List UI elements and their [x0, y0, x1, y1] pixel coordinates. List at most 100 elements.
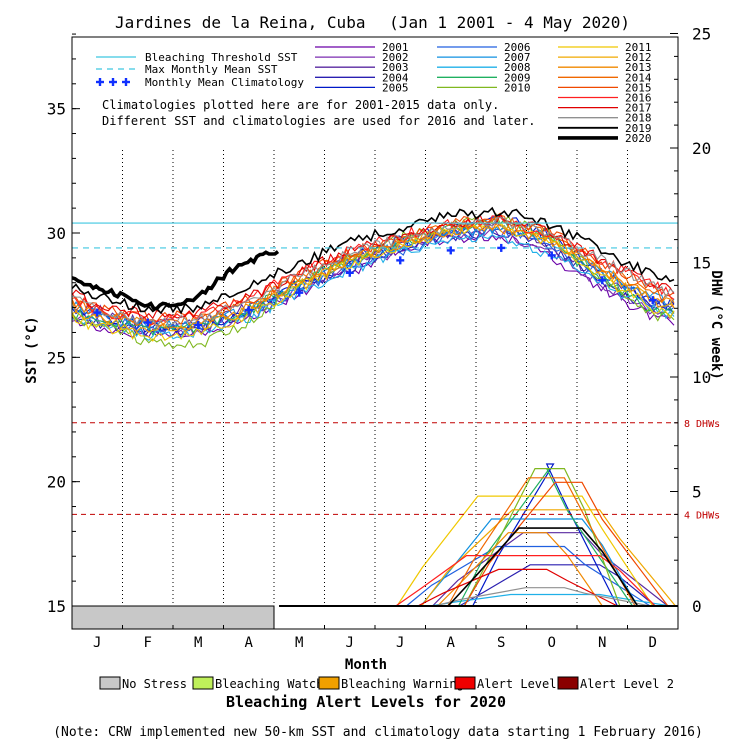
dhw-line-2006	[406, 545, 651, 607]
legend-year-label: 2014	[625, 71, 652, 84]
climatology-marker	[598, 276, 607, 285]
sst-line-2011	[71, 221, 675, 342]
chart-date-range: (Jan 1 2001 - 4 May 2020)	[389, 13, 630, 32]
grid-layer	[122, 150, 628, 606]
legend-clim-label: Monthly Mean Climatology	[145, 76, 304, 89]
alert-legend-label: Bleaching Warning	[341, 677, 464, 691]
dhw-line-2011	[396, 495, 654, 607]
dhw-line-2019	[447, 527, 639, 607]
sst-lines-layer	[71, 206, 675, 350]
reference-lines-layer: 8 DHWs 4 DHWs	[72, 222, 720, 521]
sst-tick-label: 15	[47, 597, 66, 616]
legend-year-label: 2006	[504, 41, 531, 54]
dhw-line-2016	[395, 554, 656, 607]
alert-legend-swatch	[192, 676, 214, 690]
alert-legend-swatch	[557, 676, 579, 690]
x-axis-label: Month	[345, 657, 387, 673]
dhw-line-2007	[420, 518, 639, 607]
month-tick-label: A	[447, 635, 456, 651]
climatology-marker	[295, 288, 304, 297]
legend-year-label: 2011	[625, 41, 652, 54]
dhw-line-2018	[434, 587, 651, 607]
sst-tick-label: 20	[47, 473, 66, 492]
sst-line-2019	[71, 206, 675, 315]
alert-legend-label: Bleaching Watch	[215, 677, 323, 691]
sst-line-2012	[71, 222, 675, 333]
climatology-marker	[547, 251, 556, 260]
dhw-line-2004	[459, 564, 656, 607]
legend-year-label: 2005	[382, 81, 409, 94]
alert-levels-title: Bleaching Alert Levels for 2020	[226, 693, 506, 711]
legend-year-label: 2015	[625, 81, 652, 94]
axis-layer: 15 20 25 30 35 0 5 10 15 20 25 J F M A M J J A S O N D	[47, 25, 712, 652]
sst-line-2018	[71, 216, 675, 329]
legend-year-label: 2004	[382, 71, 409, 84]
alert-legend-swatch	[318, 676, 340, 690]
legend-year-label: 2016	[625, 92, 652, 105]
dhw-threshold-label: 8 DHWs	[684, 419, 720, 430]
dhw-tick-label: 10	[692, 368, 711, 387]
climatology-markers-layer	[93, 243, 657, 330]
alert-legend-label: Alert Level 2	[580, 677, 674, 691]
legend-year-label: 2012	[625, 51, 652, 64]
month-tick-label: A	[245, 635, 254, 651]
sst-line-2006	[71, 225, 675, 333]
month-tick-label: S	[497, 635, 505, 651]
sst-tick-label: 30	[47, 224, 66, 243]
sst-tick-label: 25	[47, 348, 66, 367]
legend-year-label: 2008	[504, 61, 531, 74]
legend-year-label: 2009	[504, 71, 531, 84]
legend-year-label: 2003	[382, 61, 409, 74]
dhw-line-2015	[463, 481, 669, 607]
legend-mmm-label: Max Monthly Mean SST	[145, 63, 278, 76]
climatology-marker	[93, 308, 102, 317]
alert-legend-swatch	[454, 676, 476, 690]
climatology-marker	[143, 318, 152, 327]
dhw-tick-label: 20	[692, 139, 711, 158]
legend-year-label: 2020	[625, 132, 652, 145]
legend-note-line: Climatologies plotted here are for 2001-…	[102, 98, 499, 112]
sst-line-2008	[71, 234, 675, 341]
climatology-marker	[244, 306, 253, 315]
legend-year-label: 2013	[625, 61, 652, 74]
climatology-marker	[345, 268, 354, 277]
dhw-line-2013	[437, 532, 603, 607]
dhw-threshold-label: 4 DHWs	[684, 510, 720, 521]
dhw-line-2017	[417, 568, 618, 607]
legend-year-label: 2002	[382, 51, 409, 64]
month-tick-label: D	[649, 635, 657, 651]
legend-year-label: 2007	[504, 51, 531, 64]
legend-year-label: 2019	[625, 122, 652, 135]
climatology-marker	[446, 246, 455, 255]
climatology-marker	[497, 243, 506, 252]
sst-line-2020	[71, 250, 280, 311]
alert-legend-swatch	[99, 676, 121, 690]
month-tick-label: M	[295, 635, 303, 651]
alert-legend-label: No Stress	[122, 677, 187, 691]
month-tick-label: M	[194, 635, 202, 651]
legend-threshold-label: Bleaching Threshold SST	[145, 51, 298, 64]
alert-legend: No Stress Bleaching Watch Bleaching Warnin…	[99, 676, 674, 691]
climatology-marker	[194, 321, 203, 330]
sst-tick-label: 35	[47, 100, 66, 119]
dhw-tick-label: 5	[692, 483, 702, 502]
month-tick-label: N	[598, 635, 606, 651]
month-tick-label: J	[396, 635, 404, 651]
chart-title: Jardines de la Reina, Cuba	[115, 13, 365, 32]
dhw-tick-label: 25	[692, 25, 711, 44]
legend-year-label: 2018	[625, 112, 652, 125]
legend-year-label: 2001	[382, 41, 409, 54]
month-tick-label: J	[93, 635, 101, 651]
footnote: (Note: CRW implemented new 50-km SST and…	[53, 725, 703, 740]
dhw-line-2014	[447, 477, 636, 607]
month-tick-label: J	[346, 635, 354, 651]
y-axis-label-right: DHW (°C week)	[708, 270, 724, 380]
legend-note-line: Different SST and climatologies are used…	[102, 114, 535, 128]
y-axis-label-left: SST (°C)	[24, 316, 40, 383]
legend-year-label: 2017	[625, 102, 652, 115]
month-tick-label: F	[144, 635, 152, 651]
climatology-marker	[648, 296, 657, 305]
dhw-line-2012	[421, 509, 676, 607]
